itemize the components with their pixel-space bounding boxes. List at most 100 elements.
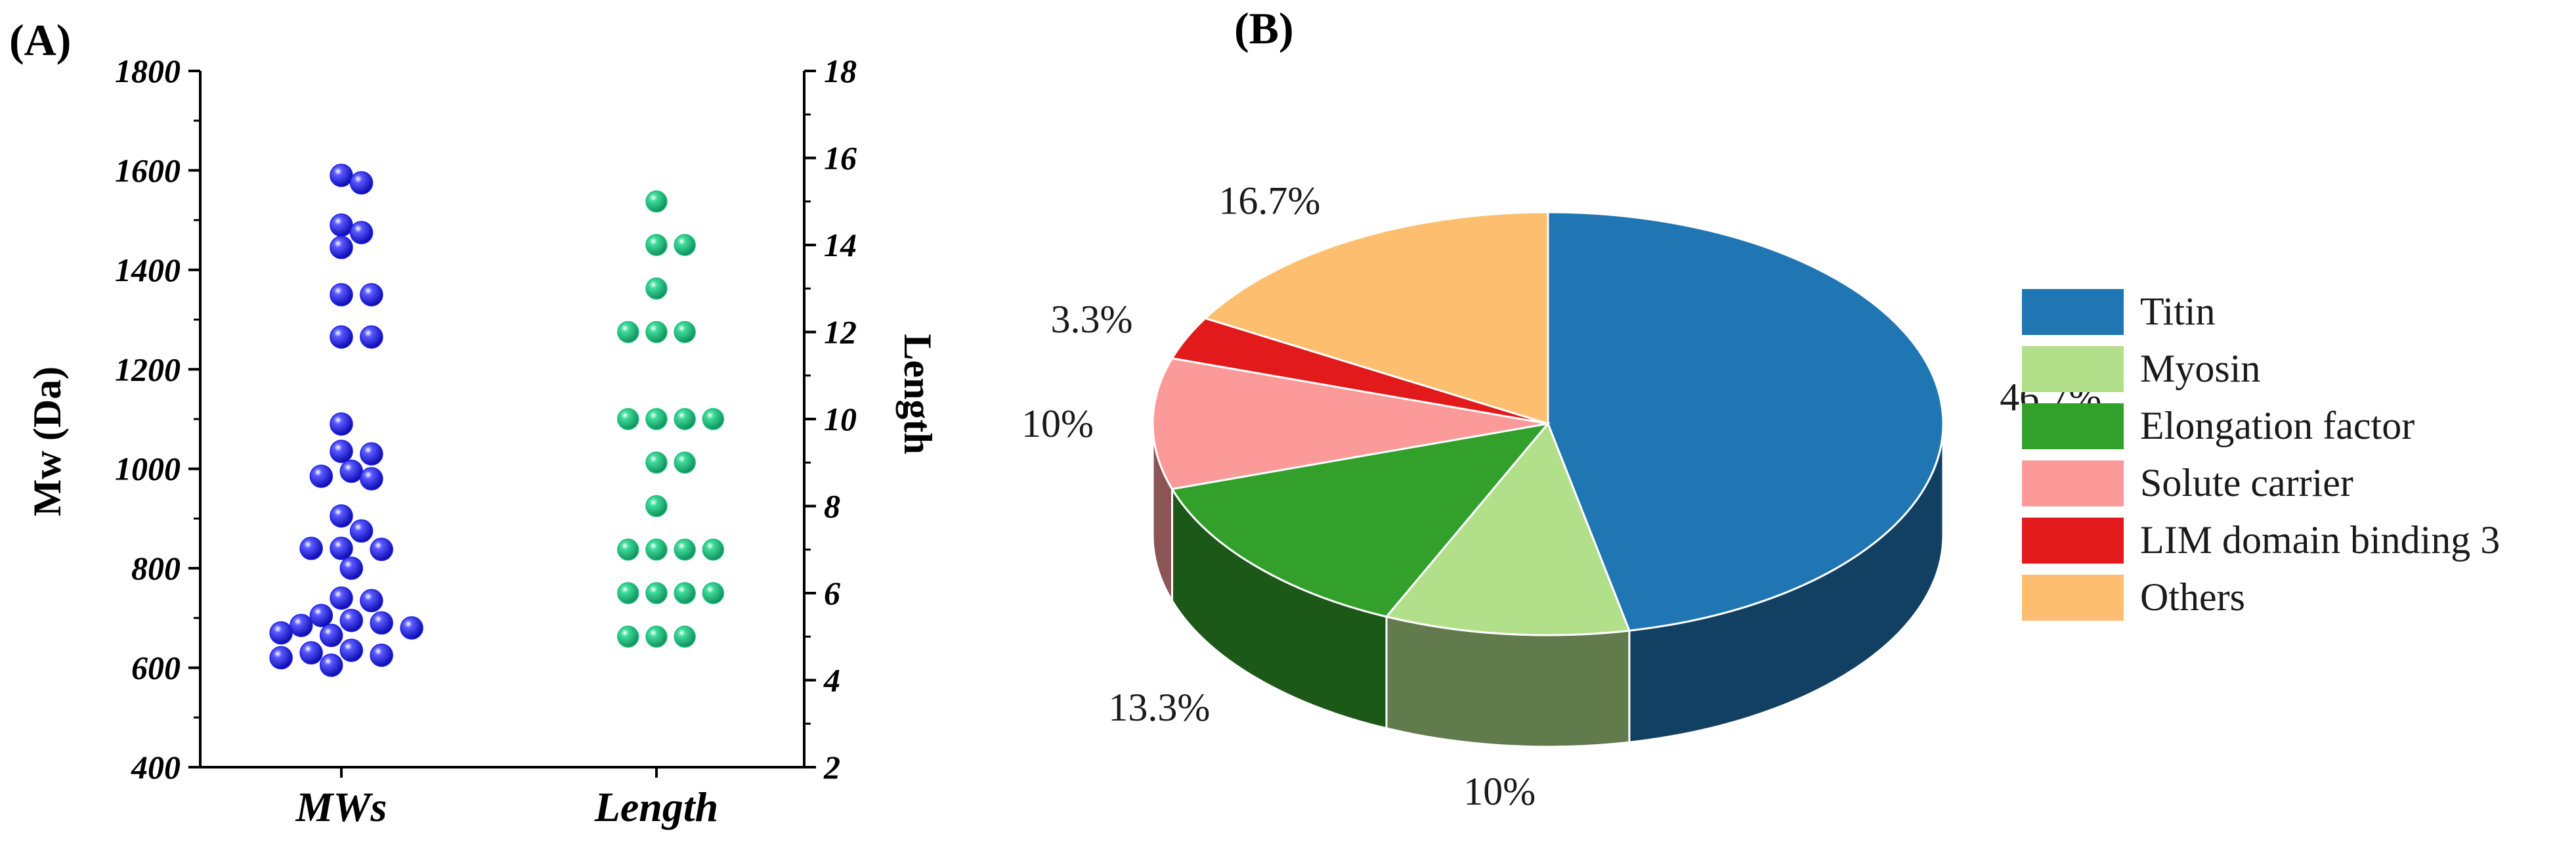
length-point — [645, 539, 668, 561]
right-tick-label: 4 — [823, 662, 840, 699]
left-tick-label: 800 — [131, 550, 181, 587]
length-point — [674, 625, 696, 648]
length-point — [645, 408, 668, 430]
left-tick-label: 400 — [131, 749, 181, 786]
legend-swatch — [2022, 460, 2124, 506]
left-tick-label: 600 — [131, 650, 181, 686]
length-point — [617, 625, 639, 648]
pie-percent-label: 10% — [1021, 402, 1094, 445]
legend-swatch — [2022, 289, 2124, 335]
mw-point — [299, 537, 323, 560]
mw-point — [330, 213, 353, 237]
legend-label: Elongation factor — [2140, 404, 2415, 447]
length-point — [645, 625, 668, 648]
length-point — [674, 451, 696, 474]
right-axis-title: Length — [896, 334, 939, 454]
length-point — [645, 495, 668, 518]
mw-point — [330, 537, 353, 560]
mw-point — [330, 282, 353, 307]
mw-point — [339, 608, 364, 633]
mw-point — [269, 621, 293, 645]
left-tick-label: 1000 — [115, 451, 181, 487]
right-tick-label: 14 — [824, 227, 857, 263]
length-point — [674, 234, 696, 256]
panel-a-axes — [188, 70, 816, 778]
pie-slice-others — [1203, 211, 1549, 426]
mw-point — [370, 537, 393, 562]
pie-slice-titin — [1547, 211, 1944, 632]
length-point — [645, 582, 668, 604]
left-tick-label: 1400 — [115, 252, 181, 288]
mw-point — [349, 519, 374, 543]
right-tick-label: 8 — [824, 488, 840, 525]
pie-slices — [1151, 211, 1944, 636]
mw-point — [269, 646, 293, 670]
mw-point — [319, 654, 343, 677]
mw-point — [330, 325, 353, 349]
length-point — [702, 408, 725, 430]
pie-percent-label: 10% — [1463, 770, 1535, 813]
legend-swatch — [2022, 575, 2124, 621]
length-point — [617, 408, 639, 430]
mw-point — [360, 467, 383, 491]
pie-slice-solute-carrier — [1151, 357, 1549, 491]
length-point — [645, 190, 668, 213]
legend: Titin Myosin Elongation factor Solute carri… — [2022, 289, 2500, 621]
left-tick-label: 1600 — [115, 152, 181, 189]
panel-a-tick-labels: 400 600 800 1000 1200 1400 1600 1800 2 4 6 8 10 12 14 1… — [115, 53, 857, 786]
length-point — [645, 321, 668, 344]
pie-percent-label: 3.3% — [1051, 298, 1133, 341]
mw-point — [339, 638, 364, 662]
right-tick-label: 16 — [824, 140, 857, 177]
length-point — [617, 321, 639, 344]
mw-point — [349, 171, 374, 195]
pie-sides — [1151, 423, 1944, 748]
length-point — [645, 451, 668, 474]
mw-point — [330, 236, 353, 259]
length-point — [674, 321, 696, 344]
legend-label: Others — [2140, 575, 2245, 619]
length-point — [702, 582, 725, 604]
legend-label: Titin — [2140, 290, 2216, 333]
mw-point — [360, 325, 383, 349]
panel-b-label: (B) — [1234, 3, 1294, 53]
legend-label: Solute carrier — [2140, 461, 2353, 504]
mw-point — [370, 611, 393, 635]
category-label: Length — [594, 784, 718, 830]
legend-swatch — [2022, 518, 2124, 564]
mw-point — [290, 613, 313, 637]
right-tick-label: 2 — [823, 749, 840, 786]
mw-point — [360, 442, 383, 466]
mw-point — [299, 641, 323, 665]
mw-point — [339, 556, 364, 580]
left-axis-title: Mw (Da) — [26, 367, 69, 516]
right-tick-label: 18 — [824, 53, 857, 89]
panel-a-points — [269, 164, 725, 677]
mw-point — [360, 589, 383, 613]
pie-slice-elongation-factor — [1170, 422, 1551, 618]
mw-point — [319, 623, 343, 648]
panel-a: (A) Mw (Da) Length 400 600 800 1000 1200 1400… — [9, 15, 939, 830]
panel-a-label: (A) — [9, 15, 71, 65]
mw-point — [330, 439, 353, 463]
length-point — [674, 408, 696, 430]
pie-percent-label: 13.3% — [1108, 686, 1210, 729]
legend-label: Myosin — [2140, 347, 2260, 390]
left-tick-label: 1200 — [115, 351, 181, 388]
length-point — [645, 277, 668, 300]
pie-side-myosin — [1385, 615, 1631, 748]
mw-point — [330, 586, 353, 610]
legend-swatch — [2022, 403, 2124, 449]
panel-b: (B) 46.7%10%13.3%10%3.3%16.7% TitinMyosi… — [1021, 3, 2500, 813]
pie-percent-label: 16.7% — [1218, 179, 1320, 223]
mw-point — [330, 504, 353, 528]
mw-point — [309, 604, 333, 627]
mw-point — [360, 282, 383, 307]
legend-label: LIM domain binding 3 — [2140, 518, 2500, 562]
right-tick-label: 6 — [824, 575, 840, 612]
mw-point — [370, 643, 393, 667]
mw-point — [400, 616, 423, 640]
mw-point — [309, 464, 333, 488]
length-point — [617, 582, 639, 604]
